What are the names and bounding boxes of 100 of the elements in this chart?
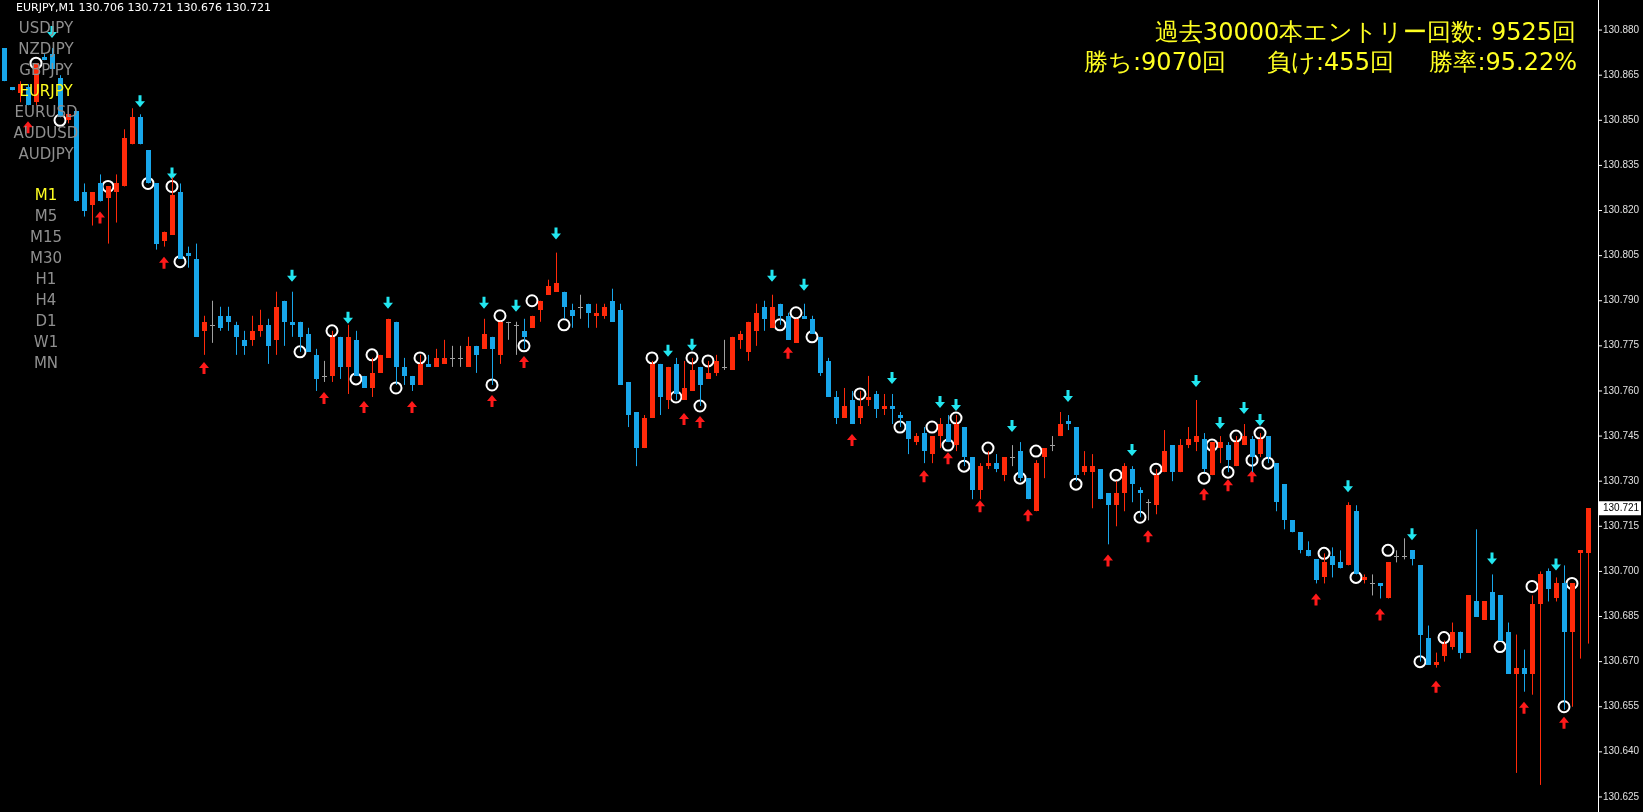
price-tag: 130.721 <box>1599 501 1641 516</box>
point <box>165 179 179 193</box>
point <box>1557 700 1571 714</box>
annotation: 勝ち:9070回 <box>1084 48 1227 76</box>
point <box>1525 579 1539 593</box>
point <box>349 372 363 386</box>
point <box>519 355 529 368</box>
point <box>1343 480 1353 493</box>
y-tick-label: 130.670 <box>1603 655 1640 667</box>
point <box>1431 680 1441 693</box>
point <box>767 269 777 282</box>
point <box>141 176 155 190</box>
point <box>1375 608 1385 621</box>
point <box>853 387 867 401</box>
point <box>1143 530 1153 543</box>
point <box>1149 462 1163 476</box>
point <box>1029 444 1043 458</box>
point <box>685 351 699 365</box>
point <box>365 348 379 362</box>
point <box>1437 631 1451 645</box>
annotation: NZDJPY <box>18 39 75 58</box>
point <box>167 167 177 180</box>
point <box>941 438 955 452</box>
point <box>1229 429 1243 443</box>
point <box>1311 593 1321 606</box>
point <box>663 344 673 357</box>
point <box>359 401 369 413</box>
y-tick-label: 130.625 <box>1603 790 1640 802</box>
y-tick-label: 130.790 <box>1603 294 1640 306</box>
point <box>293 345 307 359</box>
point <box>887 371 897 384</box>
point <box>981 441 995 455</box>
point <box>413 351 427 365</box>
point <box>1023 509 1033 522</box>
point <box>1223 479 1233 492</box>
point <box>783 346 793 359</box>
point <box>1197 471 1211 485</box>
point <box>557 318 571 332</box>
point <box>1493 640 1507 654</box>
point <box>1565 576 1579 590</box>
annotation: H1 <box>35 269 57 288</box>
point <box>383 296 393 309</box>
y-tick-label: 130.865 <box>1603 68 1640 80</box>
annotation: USDJPY <box>18 18 75 37</box>
point <box>1063 389 1073 402</box>
annotation: W1 <box>33 332 59 351</box>
point <box>343 311 353 324</box>
chart-title: EURJPY,M1 130.706 130.721 130.676 130.721 <box>16 1 271 14</box>
point <box>287 269 297 282</box>
annotation: 負け:455回 <box>1267 48 1394 76</box>
y-tick-label: 130.685 <box>1603 610 1640 622</box>
y-tick-label: 130.820 <box>1603 204 1640 216</box>
point <box>679 413 689 426</box>
point <box>1221 465 1235 479</box>
point <box>1069 477 1083 491</box>
point <box>1253 426 1267 440</box>
point <box>1381 543 1395 557</box>
point <box>1255 414 1265 427</box>
annotation: M30 <box>29 248 63 267</box>
point <box>1013 471 1027 485</box>
point <box>789 306 803 320</box>
point <box>485 378 499 392</box>
point <box>173 255 187 269</box>
point <box>645 351 659 365</box>
y-tick-label: 130.880 <box>1603 23 1640 35</box>
y-tick-label: 130.730 <box>1603 474 1640 486</box>
annotation: 勝率:95.22% <box>1429 48 1577 76</box>
point <box>487 394 497 407</box>
annotation: 過去30000本エントリー回数: 9525回 <box>1154 18 1576 46</box>
point <box>847 434 857 447</box>
point <box>799 278 809 291</box>
point <box>407 401 417 413</box>
point <box>517 339 531 353</box>
annotation: AUDJPY <box>18 144 75 163</box>
point <box>525 294 539 308</box>
point <box>1247 470 1257 483</box>
y-tick-label: 130.775 <box>1603 339 1640 351</box>
point <box>159 256 169 269</box>
point <box>389 381 403 395</box>
point <box>1551 558 1561 571</box>
annotation: H4 <box>35 290 57 309</box>
point <box>1245 453 1259 467</box>
point <box>1133 510 1147 524</box>
point <box>893 420 907 434</box>
point <box>805 330 819 344</box>
point <box>1519 701 1529 714</box>
point <box>695 416 705 429</box>
point <box>1205 438 1219 452</box>
point <box>1103 554 1113 567</box>
y-tick-label: 130.640 <box>1603 745 1640 757</box>
point <box>693 399 707 413</box>
point <box>701 354 715 368</box>
point <box>1407 528 1417 541</box>
point <box>199 361 209 374</box>
point <box>135 95 145 108</box>
point <box>957 459 971 473</box>
point <box>325 324 339 338</box>
point <box>925 420 939 434</box>
point <box>687 338 697 351</box>
y-tick-label: 130.835 <box>1603 159 1640 171</box>
